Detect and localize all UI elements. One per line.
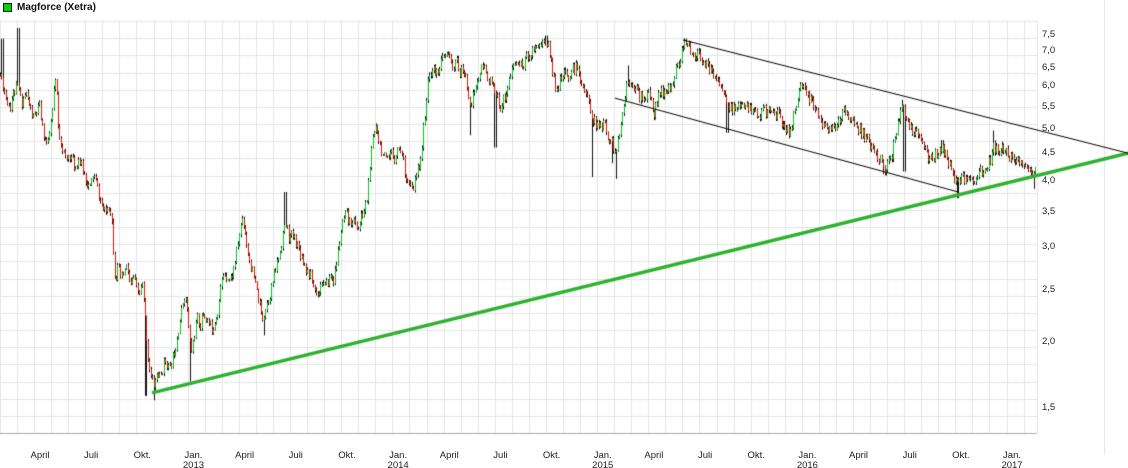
y-tick-label: 1,5: [1042, 402, 1056, 414]
y-tick-label: 5,5: [1042, 100, 1056, 112]
x-tick-month: Juli: [697, 450, 713, 461]
x-tick-label: Okt.: [524, 451, 580, 461]
y-tick-label: 2,0: [1042, 335, 1056, 347]
x-tick-label: Juli: [472, 451, 528, 461]
y-tick-label: 6,0: [1042, 80, 1056, 92]
x-tick-label: Okt.: [319, 451, 375, 461]
x-tick-label: April: [12, 451, 68, 461]
x-tick-year: 2017: [1001, 460, 1023, 468]
y-tick-label: 2,5: [1042, 283, 1056, 295]
x-tick-month: Juli: [493, 450, 508, 461]
x-tick-month: Jan.: [798, 450, 817, 461]
x-tick-month: Okt.: [542, 450, 561, 461]
y-tick-label: 7,5: [1042, 28, 1056, 40]
x-tick-month: Jan.: [184, 450, 203, 461]
x-tick-label: April: [831, 451, 887, 461]
x-tick-month: Jan.: [593, 450, 612, 461]
x-tick-month: Okt.: [747, 450, 765, 461]
x-tick-month: April: [849, 450, 869, 461]
x-tick-label: Juli: [63, 451, 119, 461]
x-tick-label: Okt.: [728, 451, 784, 461]
x-tick-label: Okt.: [933, 451, 989, 461]
x-tick-month: Jan.: [389, 450, 408, 461]
x-tick-label: Juli: [882, 451, 938, 461]
y-tick-label: 3,5: [1042, 205, 1056, 217]
x-tick-year: 2016: [796, 460, 818, 468]
x-tick-label: Jan. 2017: [984, 451, 1040, 468]
x-tick-month: Juli: [84, 450, 99, 461]
x-tick-label: April: [421, 451, 477, 461]
x-tick-year: 2015: [592, 460, 614, 468]
series-marker-icon: [3, 3, 12, 12]
x-tick-label: Jan. 2016: [779, 451, 835, 468]
x-tick-label: Jan. 2014: [370, 451, 426, 468]
x-tick-label: Okt.: [114, 451, 170, 461]
x-tick-label: Jan. 2013: [165, 451, 221, 468]
x-tick-month: Okt.: [338, 450, 356, 461]
y-tick-label: 4,5: [1042, 147, 1056, 159]
x-tick-month: Juli: [288, 450, 303, 461]
x-tick-month: Okt.: [133, 450, 152, 461]
x-tick-label: Jan. 2015: [575, 451, 631, 468]
x-tick-label: Juli: [268, 451, 324, 461]
x-tick-month: April: [644, 450, 664, 461]
x-tick-year: 2013: [182, 460, 205, 468]
x-tick-month: April: [235, 450, 255, 461]
x-tick-month: Juli: [902, 450, 917, 461]
x-tick-month: April: [30, 450, 50, 461]
chart-title: Magforce (Xetra): [17, 2, 96, 13]
x-tick-month: Jan.: [1003, 450, 1022, 461]
y-tick-label: 3,0: [1042, 241, 1056, 253]
x-tick-year: 2014: [387, 460, 409, 468]
x-tick-label: April: [626, 451, 682, 461]
x-tick-label: Juli: [677, 451, 733, 461]
x-tick-label: April: [217, 451, 273, 461]
x-tick-month: Okt.: [952, 450, 970, 461]
y-tick-label: 6,5: [1042, 61, 1056, 73]
legend: Magforce (Xetra): [3, 1, 96, 14]
x-tick-month: April: [439, 450, 459, 461]
y-tick-label: 5,0: [1042, 122, 1056, 134]
y-tick-label: 7,0: [1042, 44, 1056, 56]
y-tick-label: 4,0: [1042, 174, 1056, 186]
